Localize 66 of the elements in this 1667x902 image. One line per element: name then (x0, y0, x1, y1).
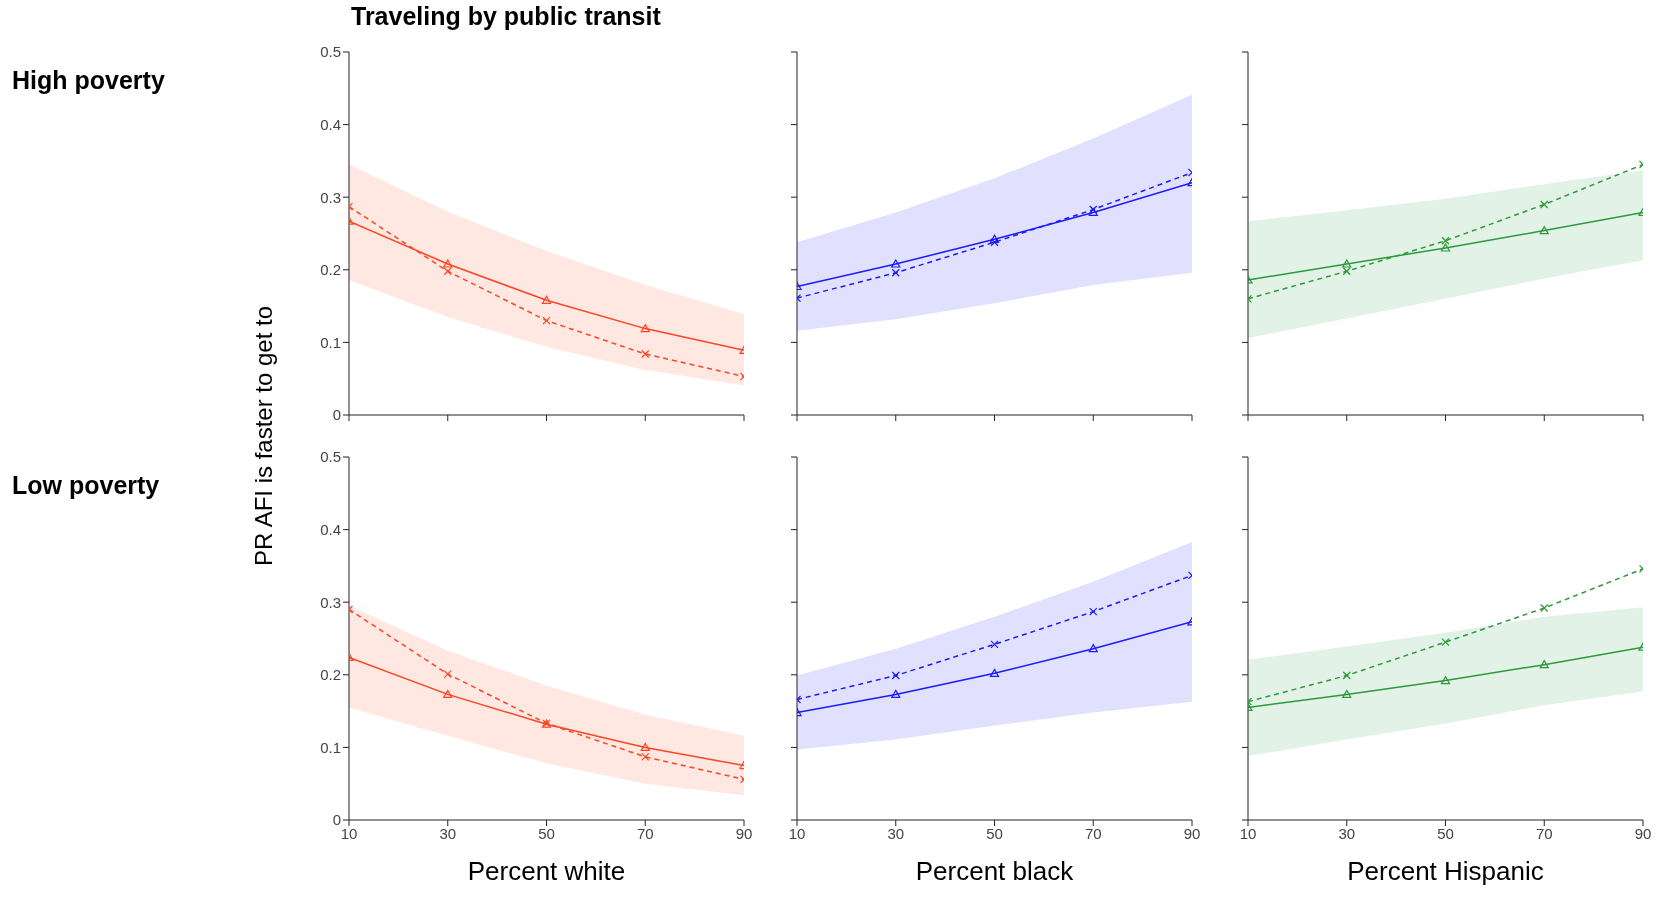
point (891, 268, 900, 277)
point (990, 640, 999, 649)
point (640, 324, 650, 333)
point (641, 752, 650, 761)
chart-title: Traveling by public transit (351, 2, 661, 31)
x-axis-title: Percent Hispanic (1346, 856, 1545, 887)
x-tick-label: 90 (1634, 824, 1652, 842)
y-tick-label: 0.3 (320, 188, 341, 206)
point (443, 259, 453, 268)
point (443, 267, 452, 276)
point (1441, 638, 1450, 647)
x-tick-label: 10 (788, 824, 806, 842)
x-tick-label: 90 (735, 824, 753, 842)
x-tick-label: 70 (636, 824, 654, 842)
y-tick-label: 0.1 (320, 738, 341, 756)
point (1440, 676, 1451, 685)
y-tick-label: 0 (332, 811, 341, 829)
point (640, 742, 650, 751)
y-tick-label: 0.4 (320, 520, 341, 538)
x-tick-label: 50 (538, 824, 555, 842)
point (1342, 671, 1351, 680)
x-tick-label: 10 (1239, 824, 1257, 842)
y-axis-title: PR AFI is faster to get to (250, 305, 278, 567)
point (1088, 644, 1098, 653)
point (1342, 267, 1351, 276)
y-tick-label: 0 (332, 406, 341, 424)
point (1540, 603, 1549, 613)
x-tick-label: 70 (1084, 824, 1102, 842)
point (641, 349, 650, 359)
x-tick-label: 30 (439, 824, 457, 842)
point (891, 671, 900, 680)
point (989, 668, 1000, 677)
point (1342, 259, 1352, 268)
point (990, 238, 999, 247)
point (443, 669, 452, 679)
y-tick-label: 0.5 (320, 43, 341, 61)
text: High poverty (12, 66, 165, 95)
x-axis-title: Percent white (466, 856, 627, 887)
point (1539, 226, 1549, 235)
point (541, 295, 552, 304)
point (891, 689, 901, 698)
point (443, 689, 453, 698)
point (891, 259, 901, 268)
y-tick-label: 0.4 (320, 115, 341, 133)
point (542, 316, 551, 325)
x-tick-label: 90 (1183, 824, 1201, 842)
point (1440, 243, 1451, 252)
x-tick-label: 10 (340, 824, 358, 842)
y-tick-label: 0.2 (320, 261, 341, 279)
point (1089, 607, 1098, 616)
x-tick-label: 30 (1338, 824, 1356, 842)
y-tick-label: 0.3 (320, 593, 341, 611)
x-tick-label: 30 (887, 824, 905, 842)
x-axis-title: Percent black (914, 856, 1075, 887)
y-tick-label: 0.2 (320, 666, 341, 684)
text: Low poverty (12, 471, 160, 500)
point (1539, 660, 1549, 669)
x-tick-label: 70 (1535, 824, 1553, 842)
point (1342, 689, 1352, 698)
point (1540, 200, 1549, 209)
point (1441, 236, 1450, 245)
x-tick-label: 50 (986, 824, 1003, 842)
x-tick-label: 50 (1437, 824, 1454, 842)
point (989, 234, 1000, 243)
y-tick-label: 0.5 (320, 448, 341, 466)
y-tick-label: 0.1 (320, 333, 341, 351)
